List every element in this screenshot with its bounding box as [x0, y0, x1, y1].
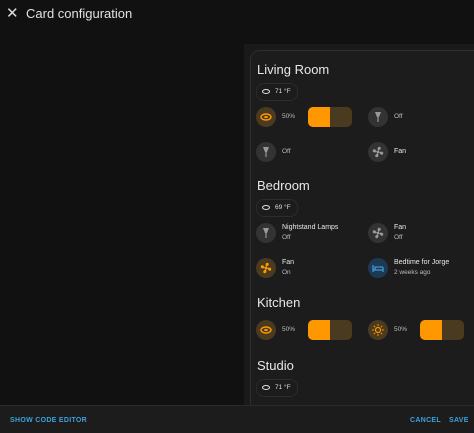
brightness-slider[interactable]: [420, 320, 464, 340]
dialog-title: Card configuration: [26, 6, 133, 21]
tile-icon[interactable]: [256, 107, 276, 127]
section-title: Bedroom: [257, 178, 310, 193]
tile-icon[interactable]: [256, 142, 276, 162]
tile-state: 50%: [282, 113, 296, 120]
icon-glyph: [372, 227, 384, 239]
tile-state: On: [282, 269, 291, 276]
icon-glyph: [372, 265, 384, 272]
tile-icon[interactable]: [368, 320, 388, 340]
section-title: Kitchen: [257, 295, 301, 310]
tile-state: Off: [394, 234, 403, 241]
save-button[interactable]: SAVE: [449, 417, 469, 424]
icon-glyph: [263, 228, 269, 238]
icon-glyph: [263, 147, 269, 157]
temperature-badge: 71 °F: [256, 379, 298, 397]
tile-state: 50%: [394, 326, 408, 333]
tile-state: Off: [282, 234, 291, 241]
icon-glyph: [260, 326, 272, 334]
tile-state: 2 weeks ago: [394, 269, 431, 276]
tile-state: Off: [394, 113, 403, 120]
tile-icon[interactable]: [256, 320, 276, 340]
cancel-button[interactable]: CANCEL: [410, 417, 441, 424]
tile-icon[interactable]: [256, 258, 276, 278]
slider-fill: [308, 107, 330, 127]
tile-state: Off: [282, 148, 291, 155]
temperature-badge: 69 °F: [256, 199, 298, 217]
tile-icon[interactable]: [368, 223, 388, 243]
show-code-editor[interactable]: SHOW CODE EDITOR: [10, 417, 88, 424]
icon-glyph: [260, 113, 272, 121]
tile-icon[interactable]: [368, 107, 388, 127]
slider-fill: [308, 320, 330, 340]
tile-state: 50%: [282, 326, 296, 333]
icon-glyph: [372, 146, 384, 158]
tile-name: Fan: [394, 148, 407, 155]
footer: SHOW CODE EDITOR CANCEL SAVE: [0, 405, 474, 433]
icon-glyph: [260, 262, 272, 274]
icon-glyph: [375, 112, 381, 122]
tile-icon[interactable]: [368, 142, 388, 162]
brightness-slider[interactable]: [308, 320, 352, 340]
section-title: Studio: [257, 358, 294, 373]
slider-fill: [420, 320, 442, 340]
tile-name: Fan: [282, 259, 295, 266]
tile-name: Nightstand Lamps: [282, 224, 339, 231]
tile-name: Bedtime for Jorge: [394, 259, 450, 266]
tile-icon[interactable]: [256, 223, 276, 243]
brightness-slider[interactable]: [308, 107, 352, 127]
tile-icon[interactable]: [368, 258, 388, 278]
tile-name: Fan: [394, 224, 407, 231]
icon-glyph: [372, 324, 384, 336]
card-preview: [250, 50, 474, 432]
section-title: Living Room: [257, 62, 330, 77]
temperature-badge: 71 °F: [256, 83, 298, 101]
close-button[interactable]: ✕: [6, 5, 19, 22]
